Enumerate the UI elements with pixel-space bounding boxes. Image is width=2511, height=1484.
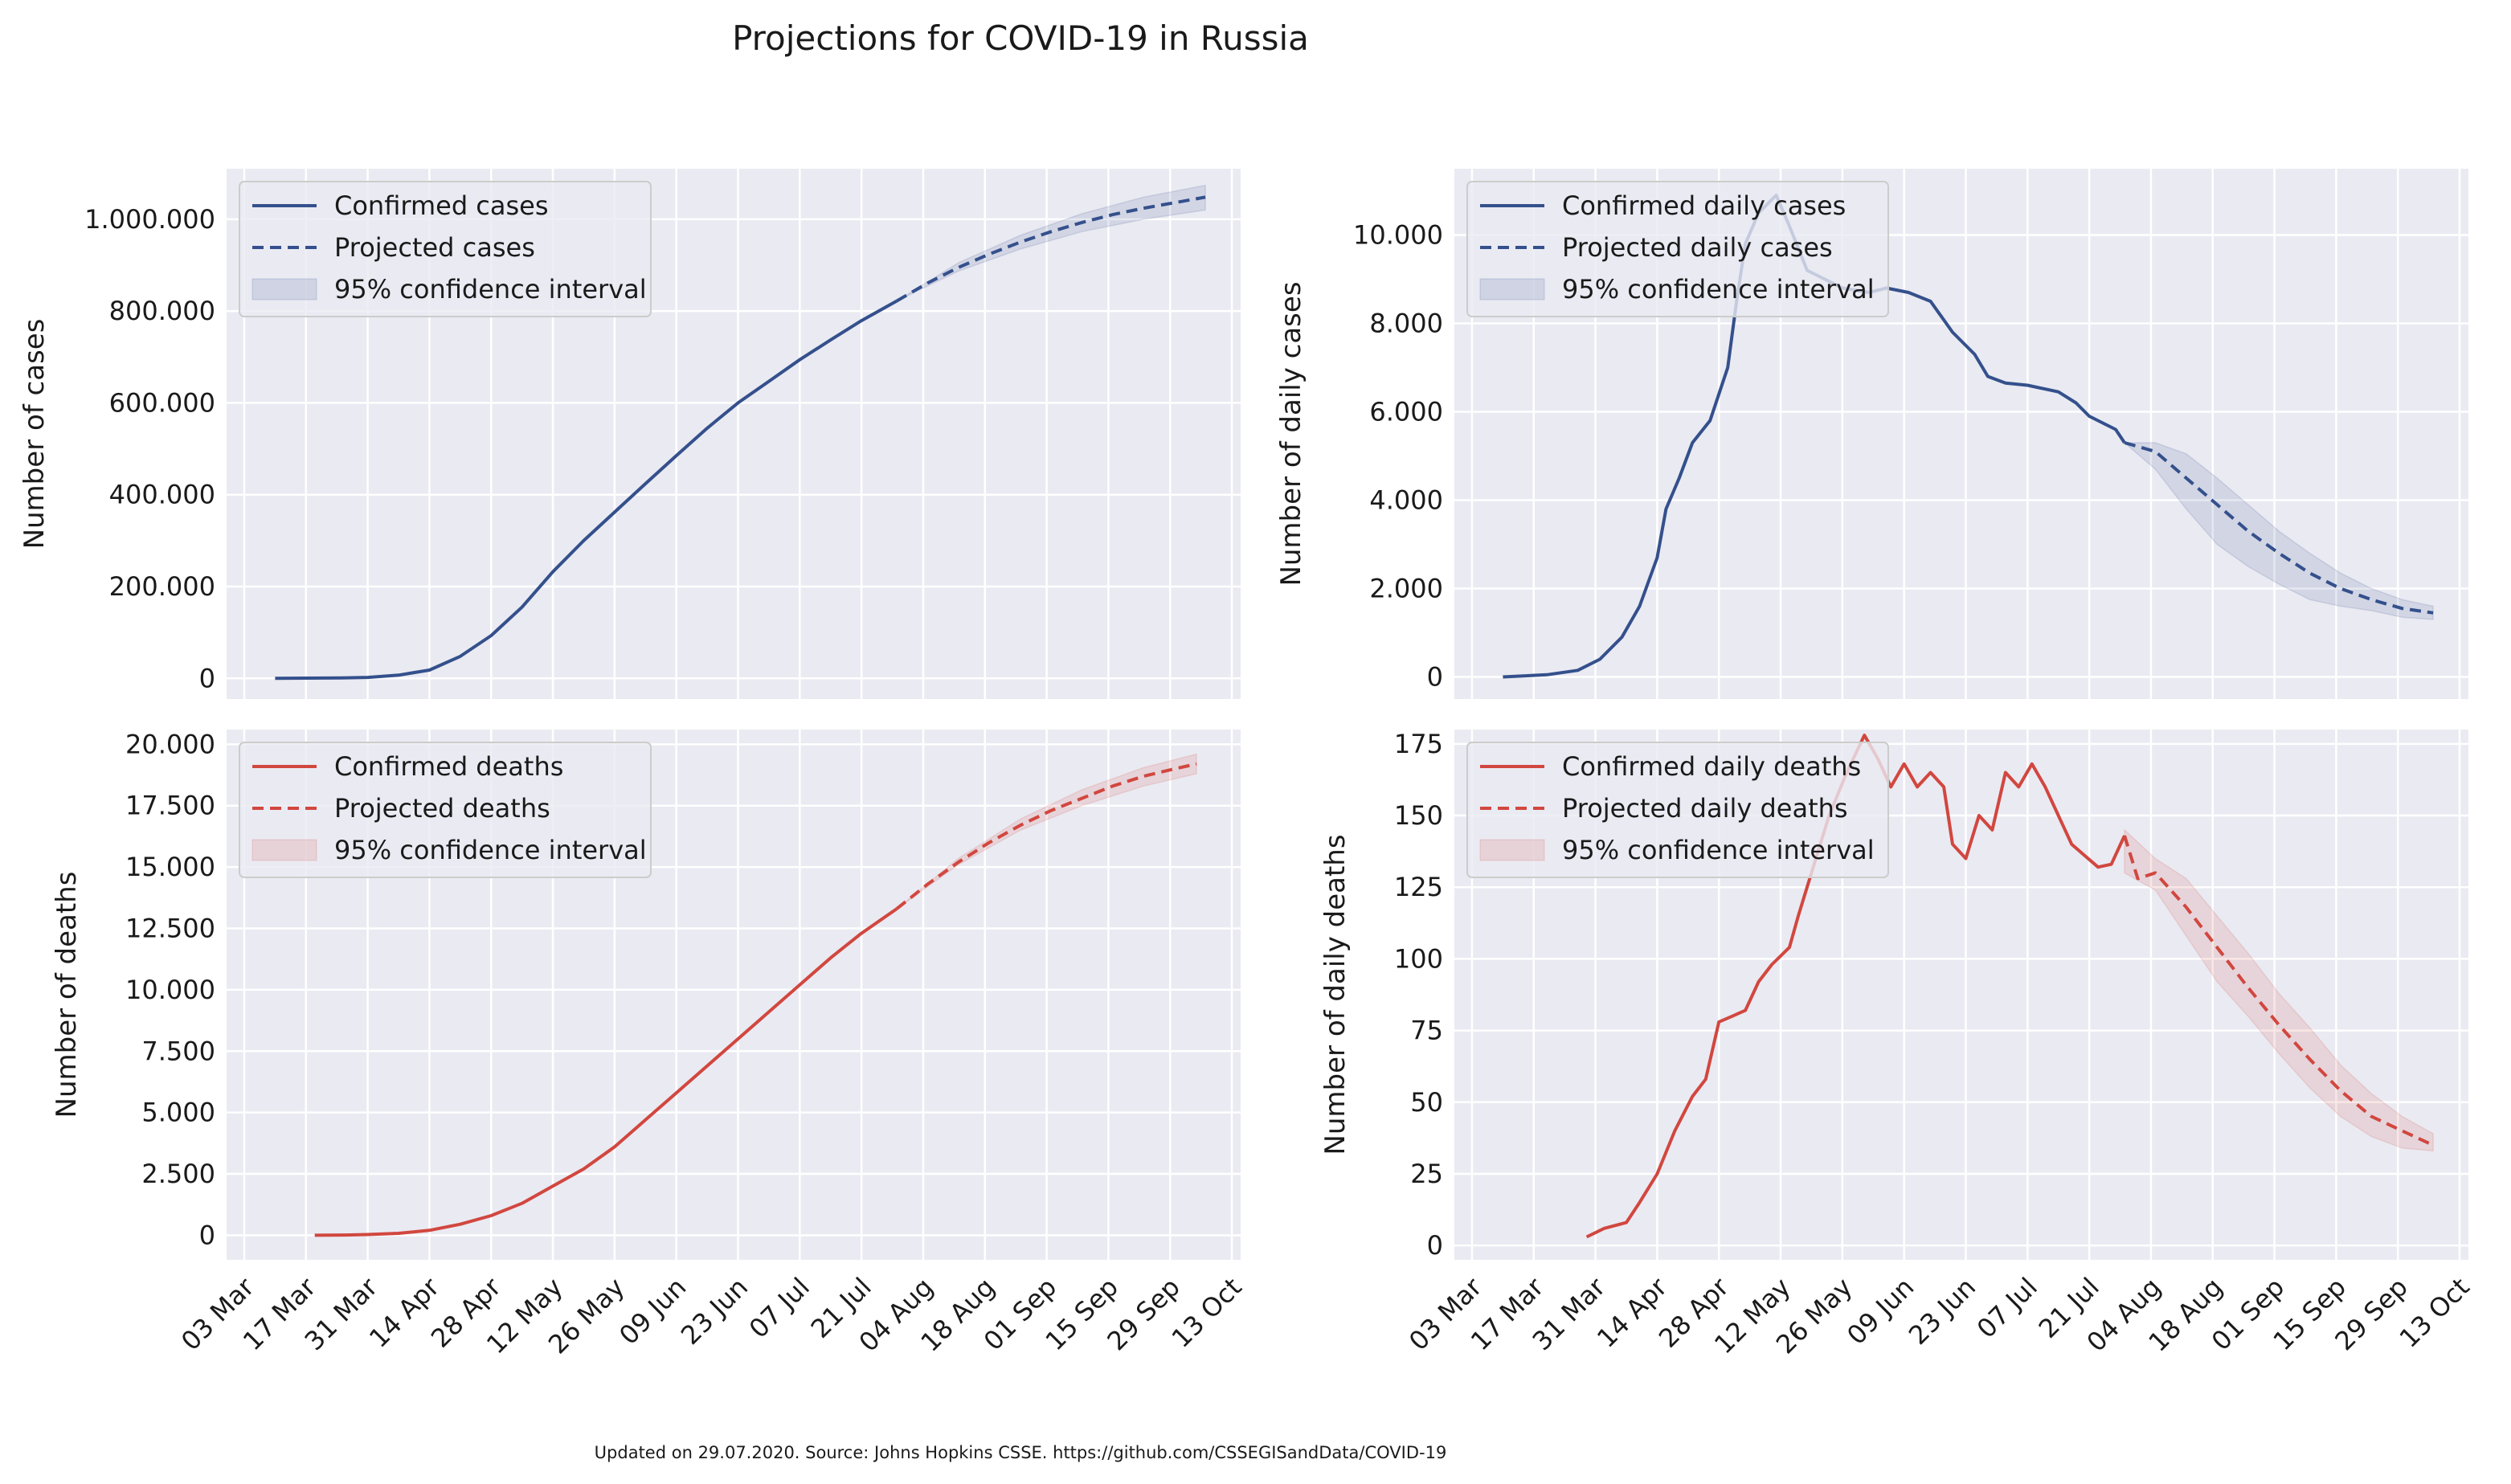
y-tick-label: 0 [199, 1220, 215, 1250]
projected-line [895, 762, 1197, 910]
y-tick-label: 100 [1394, 943, 1443, 974]
x-tick-label: 23 Jun [675, 1272, 754, 1351]
projected-line [895, 195, 1206, 303]
y-tick-label: 50 [1410, 1087, 1443, 1118]
y-tick-label: 8.000 [1369, 309, 1443, 339]
legend-label: 95% confidence interval [1562, 835, 1875, 865]
y-tick-label: 10.000 [1353, 220, 1443, 251]
y-tick-label: 10.000 [125, 975, 215, 1005]
legend-label: Projected daily cases [1562, 232, 1833, 263]
source-footer: Updated on 29.07.2020. Source: Johns Hop… [595, 1443, 1447, 1462]
legend-label: Confirmed deaths [334, 751, 563, 782]
legend: Confirmed cases Projected cases 95% confid… [239, 181, 652, 317]
y-tick-label: 20.000 [125, 729, 215, 759]
x-tick-label: 09 Jun [613, 1272, 692, 1351]
y-tick-label: 175 [1394, 729, 1443, 759]
y-tick-label: 25 [1410, 1159, 1443, 1189]
y-tick-label: 2.000 [1369, 574, 1443, 604]
panel-daily-deaths: 0 25 50 75 100 125 150 175 Number of daily death… [1319, 729, 2468, 1261]
x-tick-label: 07 Jul [1971, 1272, 2043, 1344]
x-tick-label: 09 Jun [1841, 1272, 1920, 1351]
x-tick-label: 23 Jun [1903, 1272, 1981, 1351]
y-tick-label: 125 [1394, 872, 1443, 902]
y-tick-label: 75 [1410, 1016, 1443, 1046]
legend: Confirmed daily deaths Projected daily de… [1466, 742, 1889, 878]
panel-total-cases: 0 200.000 400.000 600.000 800.000 1.000.000 Nu… [18, 169, 1241, 699]
y-axis-label: Number of cases [18, 319, 51, 550]
y-tick-label: 600.000 [109, 387, 215, 418]
projected-line [2123, 835, 2434, 1147]
x-tick-label: 13 Oct [2394, 1272, 2476, 1354]
y-tick-label: 12.500 [125, 914, 215, 944]
legend-label: 95% confidence interval [334, 835, 647, 865]
y-tick-label: 4.000 [1369, 485, 1443, 516]
y-axis-label: Number of daily deaths [1319, 834, 1352, 1155]
legend-label: Confirmed daily deaths [1562, 751, 1861, 782]
y-tick-label: 0 [1427, 1230, 1443, 1261]
legend-swatch-band [1479, 278, 1545, 300]
confirmed-line [314, 907, 898, 1237]
legend-label: Confirmed daily cases [1562, 190, 1846, 221]
confirmed-line [275, 299, 898, 681]
legend-box [1466, 181, 1889, 317]
panel-daily-cases: 0 2.000 4.000 6.000 8.000 10.000 Number of dai… [1275, 169, 2468, 699]
y-tick-label: 5.000 [141, 1098, 215, 1128]
legend-label: Projected deaths [334, 793, 550, 824]
legend-label: Confirmed cases [334, 190, 549, 221]
legend-label: Projected cases [334, 232, 535, 263]
y-tick-label: 7.500 [141, 1036, 215, 1066]
legend-box [1466, 742, 1889, 878]
y-tick-label: 150 [1394, 800, 1443, 831]
y-tick-label: 200.000 [109, 571, 215, 602]
projected-line [2124, 441, 2434, 615]
y-tick-label: 1.000.000 [84, 204, 215, 235]
legend-swatch-band [252, 278, 317, 300]
legend-box [239, 181, 652, 317]
legend: Confirmed deaths Projected deaths 95% conf… [239, 742, 652, 878]
y-tick-label: 0 [1427, 662, 1443, 693]
y-tick-label: 800.000 [109, 296, 215, 326]
legend: Confirmed daily cases Projected daily cas… [1466, 181, 1889, 317]
legend-label: Projected daily deaths [1562, 793, 1848, 824]
legend-label: 95% confidence interval [1562, 274, 1875, 305]
y-axis-label: Number of deaths [51, 872, 83, 1118]
y-tick-label: 17.500 [125, 791, 215, 821]
y-tick-label: 400.000 [109, 480, 215, 510]
legend-label: 95% confidence interval [334, 274, 647, 305]
legend-swatch-band [252, 839, 317, 861]
panel-total-deaths: 0 2.500 5.000 7.500 10.000 12.500 15.000 17.500… [51, 729, 1241, 1260]
y-tick-label: 2.500 [141, 1159, 215, 1189]
x-tick-label: 07 Jul [743, 1272, 816, 1344]
legend-box [239, 742, 652, 878]
y-axis-label: Number of daily cases [1275, 281, 1307, 586]
y-tick-label: 15.000 [125, 852, 215, 882]
y-tick-label: 6.000 [1369, 397, 1443, 427]
x-tick-label: 13 Oct [1166, 1272, 1248, 1354]
legend-swatch-band [1479, 839, 1545, 861]
confidence-band [2124, 828, 2434, 1152]
y-tick-label: 0 [199, 663, 215, 693]
figure-title: Projections for COVID-19 in Russia [732, 18, 1309, 58]
